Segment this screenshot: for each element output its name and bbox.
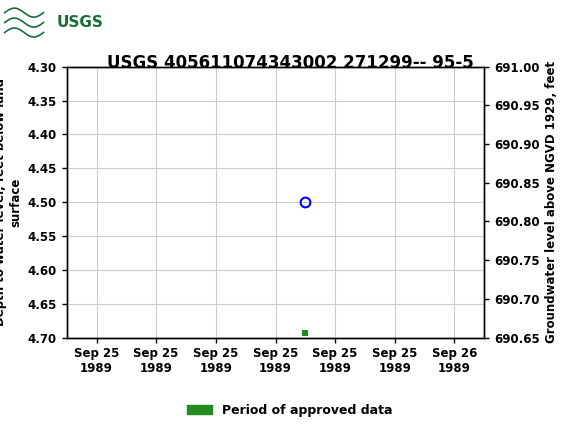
Y-axis label: Groundwater level above NGVD 1929, feet: Groundwater level above NGVD 1929, feet (545, 61, 559, 343)
Text: USGS 405611074343002 271299-- 95-5: USGS 405611074343002 271299-- 95-5 (107, 54, 473, 72)
Legend: Period of approved data: Period of approved data (182, 399, 398, 421)
Text: USGS: USGS (57, 15, 104, 30)
Y-axis label: Depth to water level, feet below land
surface: Depth to water level, feet below land su… (0, 78, 22, 326)
Bar (3, 3, 84, 42)
